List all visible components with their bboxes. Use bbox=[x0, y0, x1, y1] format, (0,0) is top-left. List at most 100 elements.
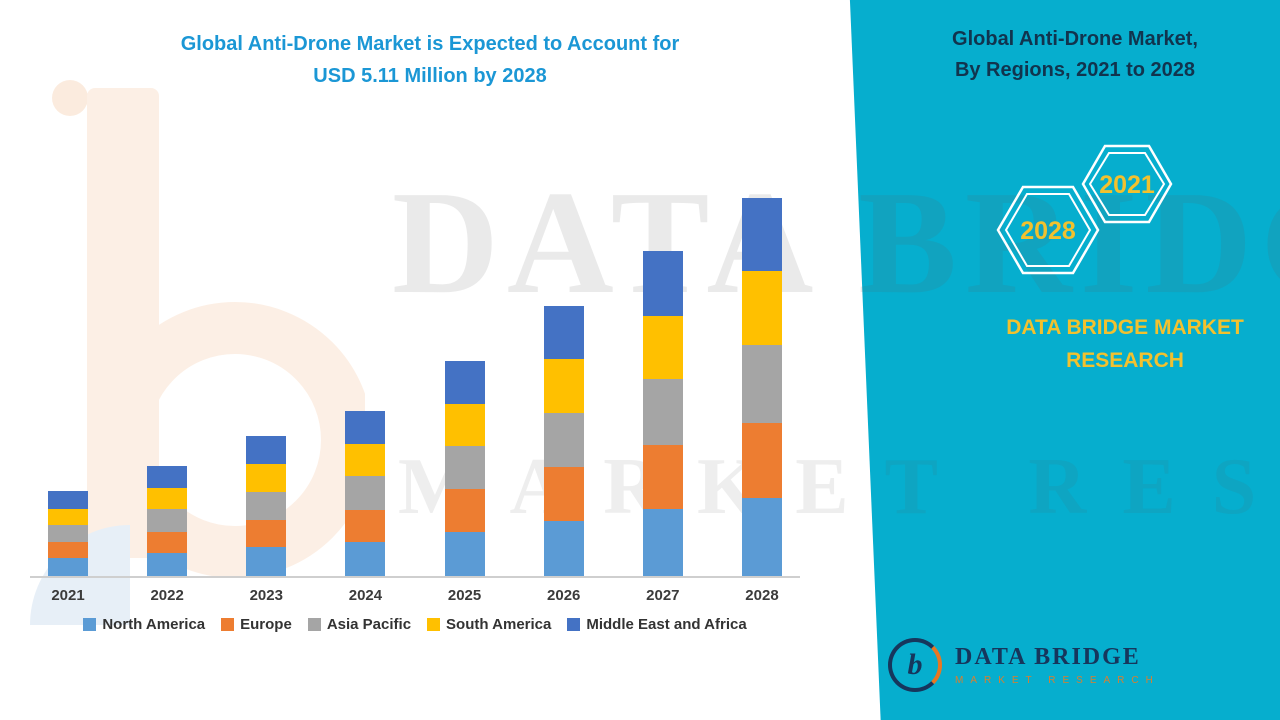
legend-item-asia-pacific: Asia Pacific bbox=[307, 616, 412, 633]
x-axis-label-2022: 2022 bbox=[150, 587, 184, 604]
hexagon-badges: 2028 2021 bbox=[996, 144, 1173, 275]
bar-column-2026 bbox=[543, 305, 584, 576]
legend-swatch-middle-east-and-africa bbox=[567, 618, 581, 631]
bar-segment-asia-pacific bbox=[246, 491, 287, 520]
bar-segment-asia-pacific bbox=[741, 345, 782, 423]
bar-column-2025 bbox=[444, 360, 485, 576]
bar-segment-middle-east-and-africa bbox=[642, 251, 683, 316]
legend-item-middle-east-and-africa: Middle East and Africa bbox=[567, 616, 747, 633]
bar-segment-europe bbox=[345, 509, 386, 542]
legend-swatch-north-america bbox=[83, 618, 97, 631]
bar-segment-middle-east-and-africa bbox=[444, 360, 485, 404]
bar-segment-north-america bbox=[741, 497, 782, 576]
right-heading-line1: Global Anti-Drone Market, bbox=[952, 28, 1198, 50]
bar-segment-middle-east-and-africa bbox=[246, 436, 287, 465]
dbmr-logo: b DATA BRIDGE MARKET RESEARCH bbox=[888, 638, 1160, 692]
bar-segment-europe bbox=[147, 531, 188, 554]
right-panel-heading: Global Anti-Drone Market, By Regions, 20… bbox=[880, 24, 1270, 86]
bar-segment-middle-east-and-africa bbox=[147, 465, 188, 488]
bar-segment-south-america bbox=[345, 443, 386, 477]
hexagon-2028: 2028 bbox=[996, 185, 1100, 275]
bar-segment-south-america bbox=[246, 464, 287, 492]
hexagon-2028-inner bbox=[1004, 193, 1092, 267]
bar-segment-north-america bbox=[444, 531, 485, 576]
bar-segment-south-america bbox=[642, 315, 683, 380]
x-axis-label-2025: 2025 bbox=[447, 587, 482, 604]
bar-segment-europe bbox=[543, 467, 584, 521]
bar-segment-north-america bbox=[642, 508, 683, 576]
x-axis-label-2024: 2024 bbox=[348, 587, 383, 604]
chart-title: Global Anti-Drone Market is Expected to … bbox=[55, 28, 805, 92]
legend-label-middle-east-and-africa: Middle East and Africa bbox=[586, 616, 747, 633]
bar-segment-asia-pacific bbox=[345, 476, 386, 510]
bar-segment-north-america bbox=[246, 547, 287, 576]
bg-logo-dot bbox=[52, 80, 88, 116]
bar-segment-europe bbox=[741, 422, 782, 498]
bar-segment-north-america bbox=[147, 553, 188, 576]
bar-segment-europe bbox=[246, 519, 287, 548]
legend-label-north-america: North America bbox=[102, 616, 206, 633]
bar-segment-asia-pacific bbox=[543, 412, 584, 468]
legend-item-north-america: North America bbox=[83, 616, 205, 633]
legend-item-south-america: South America bbox=[427, 616, 551, 633]
bar-segment-south-america bbox=[543, 359, 584, 413]
dbmr-logo-emblem: b bbox=[888, 638, 942, 692]
bar-segment-asia-pacific bbox=[147, 509, 188, 532]
bar-segment-europe bbox=[48, 541, 88, 559]
bar-segment-north-america bbox=[345, 542, 386, 576]
brand-text-line1: DATA BRIDGE MARKET bbox=[1006, 316, 1244, 339]
chart-title-line2: USD 5.11 Million by 2028 bbox=[313, 65, 547, 87]
brand-text-line2: RESEARCH bbox=[1066, 348, 1184, 372]
hexagon-2028-outer bbox=[996, 185, 1100, 275]
x-axis-label-2027: 2027 bbox=[646, 587, 680, 604]
bar-segment-south-america bbox=[741, 271, 782, 346]
dbmr-logo-subtitle: MARKET RESEARCH bbox=[955, 675, 1160, 686]
bar-segment-middle-east-and-africa bbox=[543, 305, 584, 360]
hexagon-2021-outer bbox=[1081, 144, 1173, 224]
bar-column-2022 bbox=[147, 465, 188, 576]
bar-column-2027 bbox=[642, 251, 683, 576]
x-axis-label-2023: 2023 bbox=[249, 587, 283, 604]
bar-segment-asia-pacific bbox=[48, 524, 88, 542]
bar-segment-north-america bbox=[48, 558, 88, 576]
legend-label-asia-pacific: Asia Pacific bbox=[326, 616, 412, 633]
chart-legend: North America Europe Asia Pacific South Ame… bbox=[30, 616, 800, 633]
hexagon-2021: 2021 bbox=[1081, 144, 1173, 224]
chart-title-line1: Global Anti-Drone Market is Expected to … bbox=[180, 33, 680, 55]
dbmr-logo-text: DATA BRIDGE MARKET RESEARCH bbox=[955, 644, 1160, 686]
x-axis-label-2021: 2021 bbox=[51, 587, 85, 604]
right-heading-line2: By Regions, 2021 to 2028 bbox=[954, 59, 1196, 81]
bar-segment-middle-east-and-africa bbox=[741, 198, 782, 272]
bar-segment-south-america bbox=[444, 403, 485, 446]
bar-segment-asia-pacific bbox=[444, 445, 485, 490]
bar-segment-south-america bbox=[147, 487, 188, 510]
dbmr-logo-letter: b bbox=[907, 648, 923, 681]
hexagon-2028-year: 2028 bbox=[1020, 217, 1076, 245]
bar-segment-europe bbox=[642, 445, 683, 509]
legend-swatch-europe bbox=[221, 618, 235, 631]
legend-label-europe: Europe bbox=[240, 616, 292, 633]
bar-segment-europe bbox=[444, 489, 485, 532]
x-axis-label-2028: 2028 bbox=[745, 587, 779, 604]
x-axis-label-2026: 2026 bbox=[547, 587, 581, 604]
legend-item-europe: Europe bbox=[221, 616, 292, 633]
bar-column-2023 bbox=[246, 436, 287, 576]
legend-swatch-asia-pacific bbox=[307, 618, 321, 631]
plot-area bbox=[30, 198, 800, 578]
legend-label-south-america: South America bbox=[446, 616, 552, 633]
dbmr-logo-brand: DATA BRIDGE bbox=[955, 644, 1141, 670]
bar-column-2021 bbox=[48, 490, 88, 576]
x-axis-labels: 2021 2022 2023 2024 2025 2026 2027 2028 bbox=[30, 587, 800, 604]
bar-column-2028 bbox=[741, 198, 782, 576]
bar-column-2024 bbox=[345, 411, 386, 576]
brand-text: DATA BRIDGE MARKET RESEARCH bbox=[955, 312, 1280, 377]
hexagon-2021-inner bbox=[1088, 152, 1166, 216]
bar-segment-north-america bbox=[543, 520, 584, 576]
bar-chart: 2021 2022 2023 2024 2025 2026 2027 2028 North A… bbox=[30, 198, 800, 633]
legend-swatch-south-america bbox=[427, 618, 441, 631]
bar-segment-middle-east-and-africa bbox=[48, 490, 88, 509]
bar-segment-asia-pacific bbox=[642, 379, 683, 446]
bar-segment-middle-east-and-africa bbox=[345, 411, 386, 444]
